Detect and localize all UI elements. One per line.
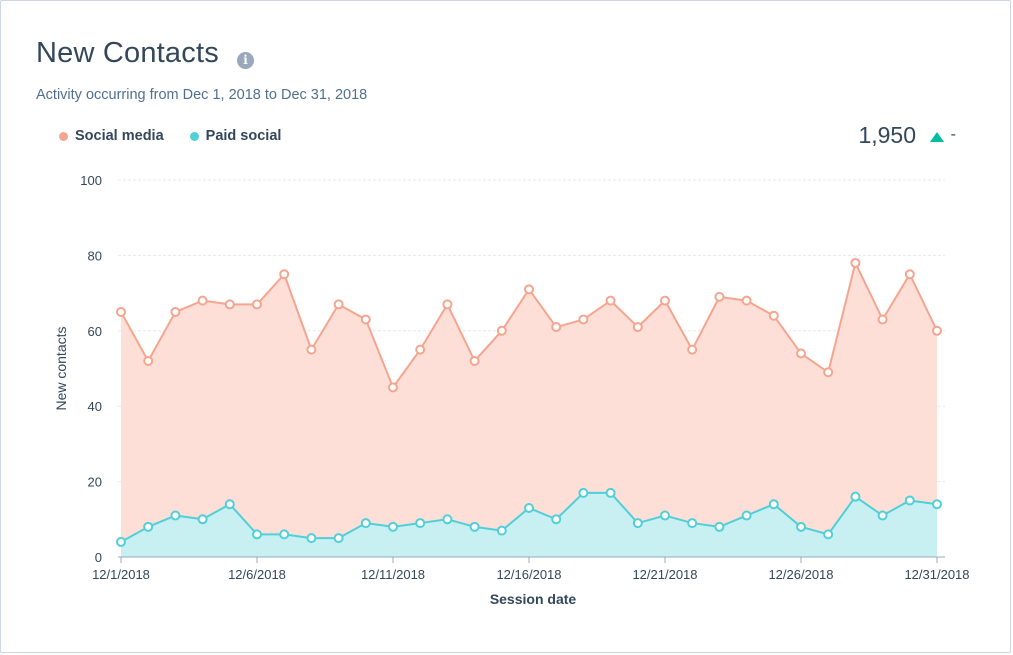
- data-point-social-media[interactable]: [605, 295, 616, 306]
- data-point-social-media[interactable]: [904, 269, 915, 280]
- data-point-paid-social[interactable]: [143, 521, 154, 532]
- data-point-social-media[interactable]: [660, 295, 670, 306]
- legend-label: Social media: [75, 128, 164, 144]
- trend-change: -: [950, 126, 956, 143]
- data-point-paid-social[interactable]: [170, 510, 181, 521]
- data-point-paid-social[interactable]: [469, 521, 480, 532]
- data-point-social-media[interactable]: [714, 291, 725, 302]
- y-tick-label: 40: [88, 399, 102, 414]
- data-point-social-media[interactable]: [469, 355, 480, 366]
- total-value: 1,950: [858, 122, 916, 148]
- y-tick-label: 100: [80, 173, 102, 188]
- x-tick-label: 12/21/2018: [632, 567, 697, 582]
- data-point-paid-social[interactable]: [224, 499, 235, 510]
- data-point-paid-social[interactable]: [578, 487, 589, 498]
- data-point-social-media[interactable]: [170, 306, 181, 317]
- data-point-paid-social[interactable]: [415, 518, 426, 529]
- data-point-paid-social[interactable]: [333, 533, 344, 544]
- legend-item-social-media[interactable]: Social media: [59, 128, 164, 144]
- data-point-social-media[interactable]: [252, 299, 262, 310]
- data-point-paid-social[interactable]: [877, 510, 888, 521]
- data-point-social-media[interactable]: [850, 257, 861, 268]
- legend-dot-icon: [59, 131, 68, 141]
- data-point-paid-social[interactable]: [932, 499, 942, 510]
- y-tick-label: 80: [88, 248, 102, 263]
- data-point-paid-social[interactable]: [524, 502, 534, 513]
- y-tick-label: 20: [88, 475, 102, 490]
- data-point-social-media[interactable]: [388, 382, 398, 393]
- x-tick-label: 12/1/2018: [92, 567, 150, 582]
- data-point-paid-social[interactable]: [306, 533, 317, 544]
- x-axis-title: Session date: [490, 591, 577, 607]
- data-point-social-media[interactable]: [143, 355, 154, 366]
- data-point-paid-social[interactable]: [116, 536, 126, 547]
- data-point-paid-social[interactable]: [904, 495, 915, 506]
- data-point-paid-social[interactable]: [660, 510, 670, 521]
- x-tick-label: 12/26/2018: [768, 567, 833, 582]
- data-point-social-media[interactable]: [877, 314, 888, 325]
- legend-dot-icon: [189, 131, 199, 141]
- data-point-social-media[interactable]: [632, 322, 643, 333]
- data-point-paid-social[interactable]: [496, 525, 507, 536]
- data-point-social-media[interactable]: [116, 306, 126, 317]
- data-point-social-media[interactable]: [442, 299, 453, 310]
- y-tick-label: 0: [95, 550, 102, 565]
- data-point-social-media[interactable]: [551, 322, 562, 333]
- data-point-paid-social[interactable]: [605, 487, 616, 498]
- data-point-social-media[interactable]: [687, 344, 698, 355]
- data-point-paid-social[interactable]: [252, 529, 262, 540]
- data-point-paid-social[interactable]: [442, 514, 453, 525]
- data-point-social-media[interactable]: [306, 344, 317, 355]
- data-point-social-media[interactable]: [578, 314, 589, 325]
- data-point-paid-social[interactable]: [360, 518, 371, 529]
- data-point-social-media[interactable]: [279, 269, 290, 280]
- y-axis-title: New contacts: [53, 326, 69, 410]
- data-point-social-media[interactable]: [197, 295, 208, 306]
- data-point-paid-social[interactable]: [279, 529, 290, 540]
- data-point-paid-social[interactable]: [823, 529, 834, 540]
- data-point-paid-social[interactable]: [714, 521, 725, 532]
- x-tick-label: 12/16/2018: [496, 567, 561, 582]
- data-point-paid-social[interactable]: [741, 510, 752, 521]
- data-point-social-media[interactable]: [932, 325, 942, 336]
- data-point-social-media[interactable]: [360, 314, 371, 325]
- report-subtitle: Activity occurring from Dec 1, 2018 to D…: [36, 87, 368, 103]
- report-title: New Contacts: [36, 37, 219, 69]
- legend-label: Paid social: [205, 128, 282, 144]
- data-point-social-media[interactable]: [768, 310, 779, 321]
- data-point-social-media[interactable]: [333, 299, 344, 310]
- data-point-social-media[interactable]: [415, 344, 426, 355]
- area-paid-social: [121, 492, 937, 557]
- data-point-social-media[interactable]: [741, 295, 752, 306]
- data-point-social-media[interactable]: [224, 299, 235, 310]
- legend-item-paid-social[interactable]: Paid social: [189, 128, 282, 144]
- y-tick-label: 60: [88, 324, 102, 339]
- info-icon[interactable]: i: [237, 52, 254, 69]
- total-count: 1,950 -: [858, 122, 956, 149]
- data-point-paid-social[interactable]: [197, 514, 208, 525]
- data-point-paid-social[interactable]: [687, 518, 698, 529]
- data-point-paid-social[interactable]: [388, 521, 398, 532]
- data-point-social-media[interactable]: [796, 348, 806, 359]
- x-tick-label: 12/31/2018: [904, 567, 969, 582]
- data-point-paid-social[interactable]: [850, 491, 861, 502]
- x-tick-label: 12/6/2018: [228, 567, 286, 582]
- data-point-paid-social[interactable]: [551, 514, 562, 525]
- data-point-social-media[interactable]: [496, 325, 507, 336]
- x-tick-label: 12/11/2018: [361, 567, 425, 582]
- chart-legend: Social media Paid social: [59, 128, 281, 144]
- data-point-social-media[interactable]: [823, 367, 834, 378]
- trend-up-icon: [930, 131, 944, 142]
- data-point-paid-social[interactable]: [768, 499, 779, 510]
- area-social-media: [121, 262, 937, 557]
- data-point-paid-social[interactable]: [632, 518, 643, 529]
- data-point-paid-social[interactable]: [796, 521, 806, 532]
- data-point-social-media[interactable]: [524, 284, 534, 295]
